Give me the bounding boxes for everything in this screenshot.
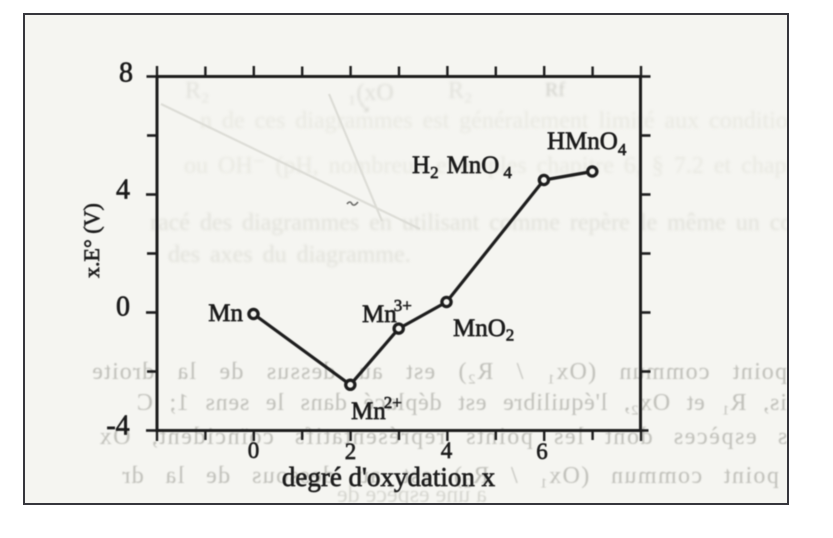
svg-text:0: 0 [116,292,130,323]
svg-text:4: 4 [116,175,130,206]
svg-text:0: 0 [248,438,260,463]
svg-text:MnO2: MnO2 [453,315,514,345]
svg-text:4: 4 [441,438,453,463]
svg-text:8: 8 [119,58,133,89]
svg-text:2: 2 [345,439,357,464]
svg-text:x.E° (V): x.E° (V) [79,203,104,278]
svg-text:6: 6 [536,439,548,464]
svg-text:Mn: Mn [208,300,243,327]
svg-text:HMnO4: HMnO4 [547,128,627,159]
svg-text:degré d'oxydation x: degré d'oxydation x [282,462,496,492]
svg-text:Mn2+: Mn2+ [351,393,402,425]
svg-text:-4: -4 [106,411,129,442]
svg-text:Mn3+: Mn3+ [362,296,412,328]
